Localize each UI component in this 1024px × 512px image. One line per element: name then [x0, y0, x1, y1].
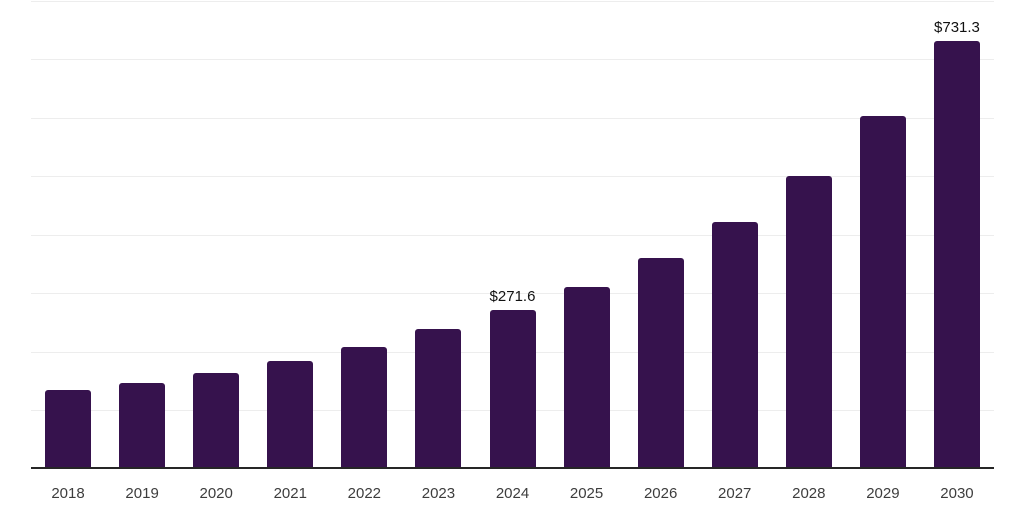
bar-2024 — [489, 310, 536, 469]
gridline — [31, 117, 994, 119]
value-label-2030: $731.3 — [934, 19, 980, 37]
gridline — [31, 293, 994, 294]
x-tick-label-2029: 2029 — [866, 485, 900, 502]
x-tick-label-2030: 2030 — [940, 485, 974, 502]
gridline — [31, 0, 994, 2]
x-tick-label-2027: 2027 — [718, 485, 752, 502]
bar-2027 — [711, 222, 758, 469]
bar-2019 — [119, 383, 166, 469]
x-tick-label-2026: 2026 — [643, 485, 678, 502]
bar-2020 — [193, 373, 240, 469]
bar-2023 — [415, 329, 462, 469]
x-tick-label-2023: 2023 — [421, 485, 456, 502]
bar-2021 — [267, 361, 314, 469]
bar-2029 — [859, 115, 906, 469]
bar-2026 — [637, 258, 684, 469]
gridline — [31, 59, 994, 60]
bar-2022 — [341, 347, 388, 469]
x-tick-label-2021: 2021 — [273, 485, 307, 502]
bar-2018 — [45, 390, 92, 469]
x-tick-label-2024: 2024 — [495, 485, 530, 502]
gridline — [31, 234, 994, 236]
x-tick-label-2019: 2019 — [125, 485, 159, 502]
x-tick-label-2020: 2020 — [199, 485, 233, 502]
bar-2025 — [563, 287, 610, 469]
x-tick-label-2018: 2018 — [51, 485, 85, 502]
bar-2028 — [785, 175, 832, 469]
gridline — [31, 176, 994, 177]
x-axis-line — [31, 467, 994, 469]
x-tick-label-2025: 2025 — [569, 485, 604, 502]
x-tick-label-2028: 2028 — [792, 485, 826, 502]
x-tick-label-2022: 2022 — [347, 485, 382, 502]
value-label-2024: $271.6 — [489, 288, 536, 306]
bar-2030 — [933, 41, 980, 469]
